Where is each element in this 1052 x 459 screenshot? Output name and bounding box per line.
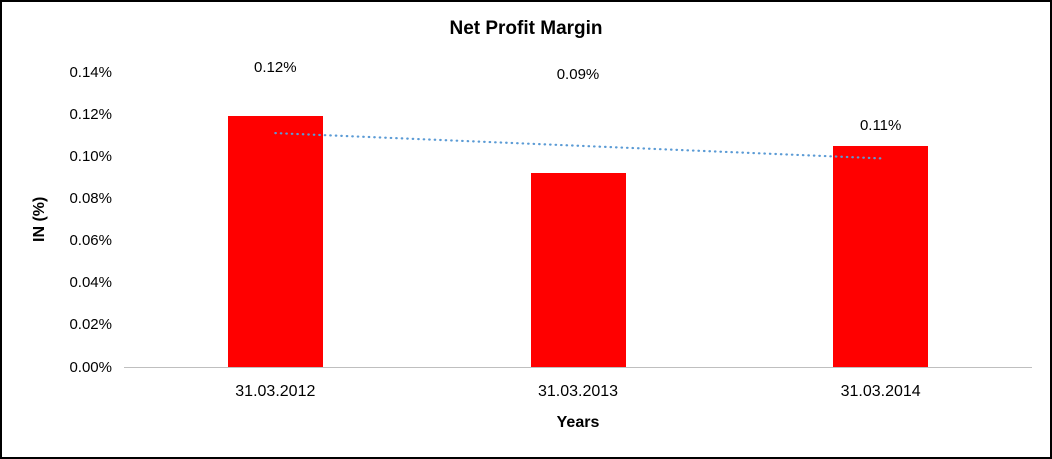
plot-area: 0.12% 0.09% 0.11% [124,59,1032,368]
data-label: 0.12% [254,58,297,76]
trendline [274,132,882,160]
chart-title: Net Profit Margin [449,18,603,39]
y-tick-label: 0.10% [69,147,112,165]
y-tick-label: 0.08% [69,189,112,207]
x-tick-label: 31.03.2013 [537,383,619,400]
trendline-path [274,132,882,160]
x-tick-label: 31.03.2014 [840,383,921,400]
y-tick-label: 0.02% [69,316,112,334]
bar-31.03.2013 [530,173,626,367]
x-tick-label: 31.03.2012 [235,383,316,400]
y-tick-label: 0.04% [69,274,112,292]
data-label: 0.11% [859,117,902,135]
y-tick-label: 0.00% [69,358,112,376]
y-tick-label: 0.12% [69,105,112,123]
y-tick-label: 0.06% [69,232,112,250]
data-label: 0.09% [556,65,600,83]
y-tick-label: 0.14% [69,63,112,81]
bar-31.03.2012 [227,116,323,367]
x-axis-title: Years [556,414,600,431]
bar-31.03.2014 [833,145,929,367]
